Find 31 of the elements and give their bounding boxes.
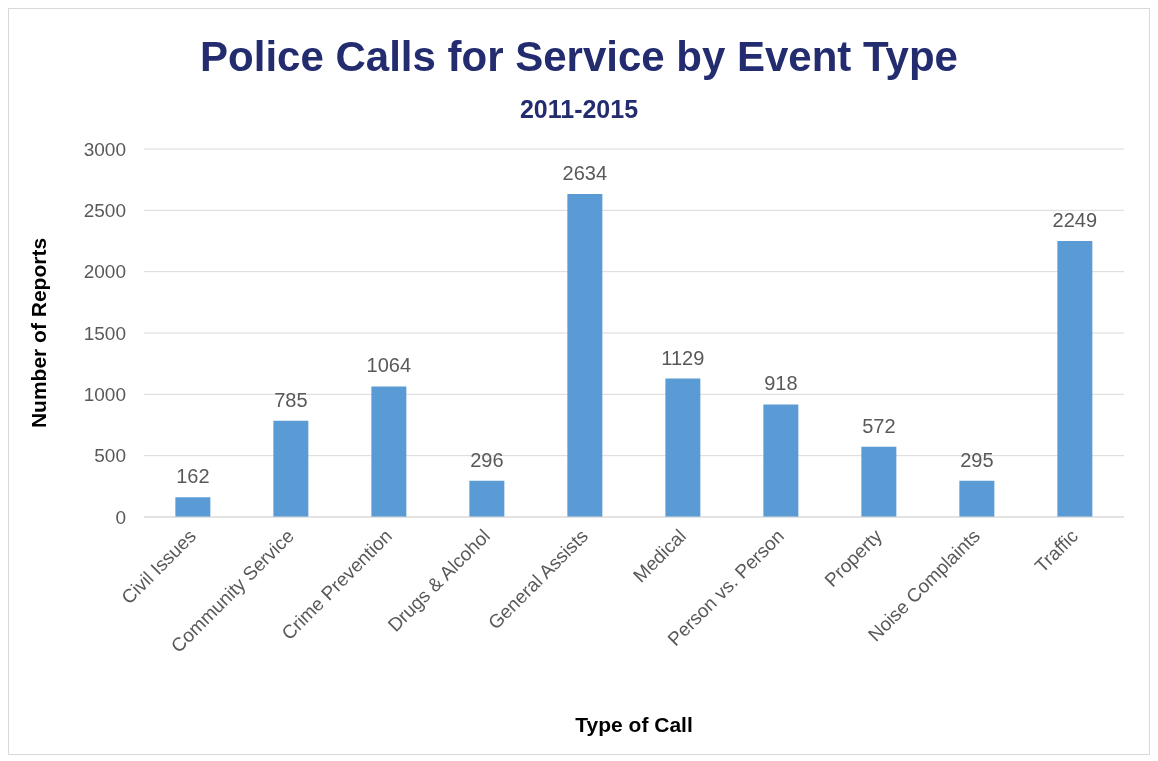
chart-subtitle: 2011-2015 (518, 95, 640, 124)
bar (175, 497, 211, 517)
y-axis-title: Number of Reports (27, 237, 51, 429)
y-tick-label: 3000 (83, 138, 126, 160)
bar (959, 480, 995, 517)
data-label: 785 (274, 388, 308, 411)
y-tick-label: 500 (94, 445, 126, 467)
data-label: 1064 (366, 354, 412, 377)
bar (665, 378, 701, 517)
data-label: 572 (862, 414, 896, 437)
data-label: 1129 (661, 346, 705, 369)
bar (861, 446, 897, 517)
y-tick-label: 2000 (83, 261, 126, 283)
bar (567, 193, 603, 517)
x-axis-title: Type of Call (575, 713, 693, 736)
y-tick-label: 1000 (83, 384, 126, 406)
bar (1057, 241, 1093, 517)
bar (469, 480, 505, 517)
chart-title: Police Calls for Service by Event Type (199, 33, 959, 81)
bar (371, 386, 407, 517)
data-label: 295 (960, 448, 994, 471)
y-tick-label: 0 (115, 506, 126, 528)
data-label: 162 (176, 465, 210, 488)
data-label: 2249 (1052, 209, 1098, 232)
data-label: 296 (470, 448, 504, 471)
data-label: 918 (764, 372, 798, 395)
data-label: 2634 (562, 161, 608, 184)
bar (763, 404, 799, 517)
bar (273, 420, 309, 517)
y-tick-label: 2500 (83, 200, 126, 222)
y-tick-label: 1500 (83, 322, 126, 344)
